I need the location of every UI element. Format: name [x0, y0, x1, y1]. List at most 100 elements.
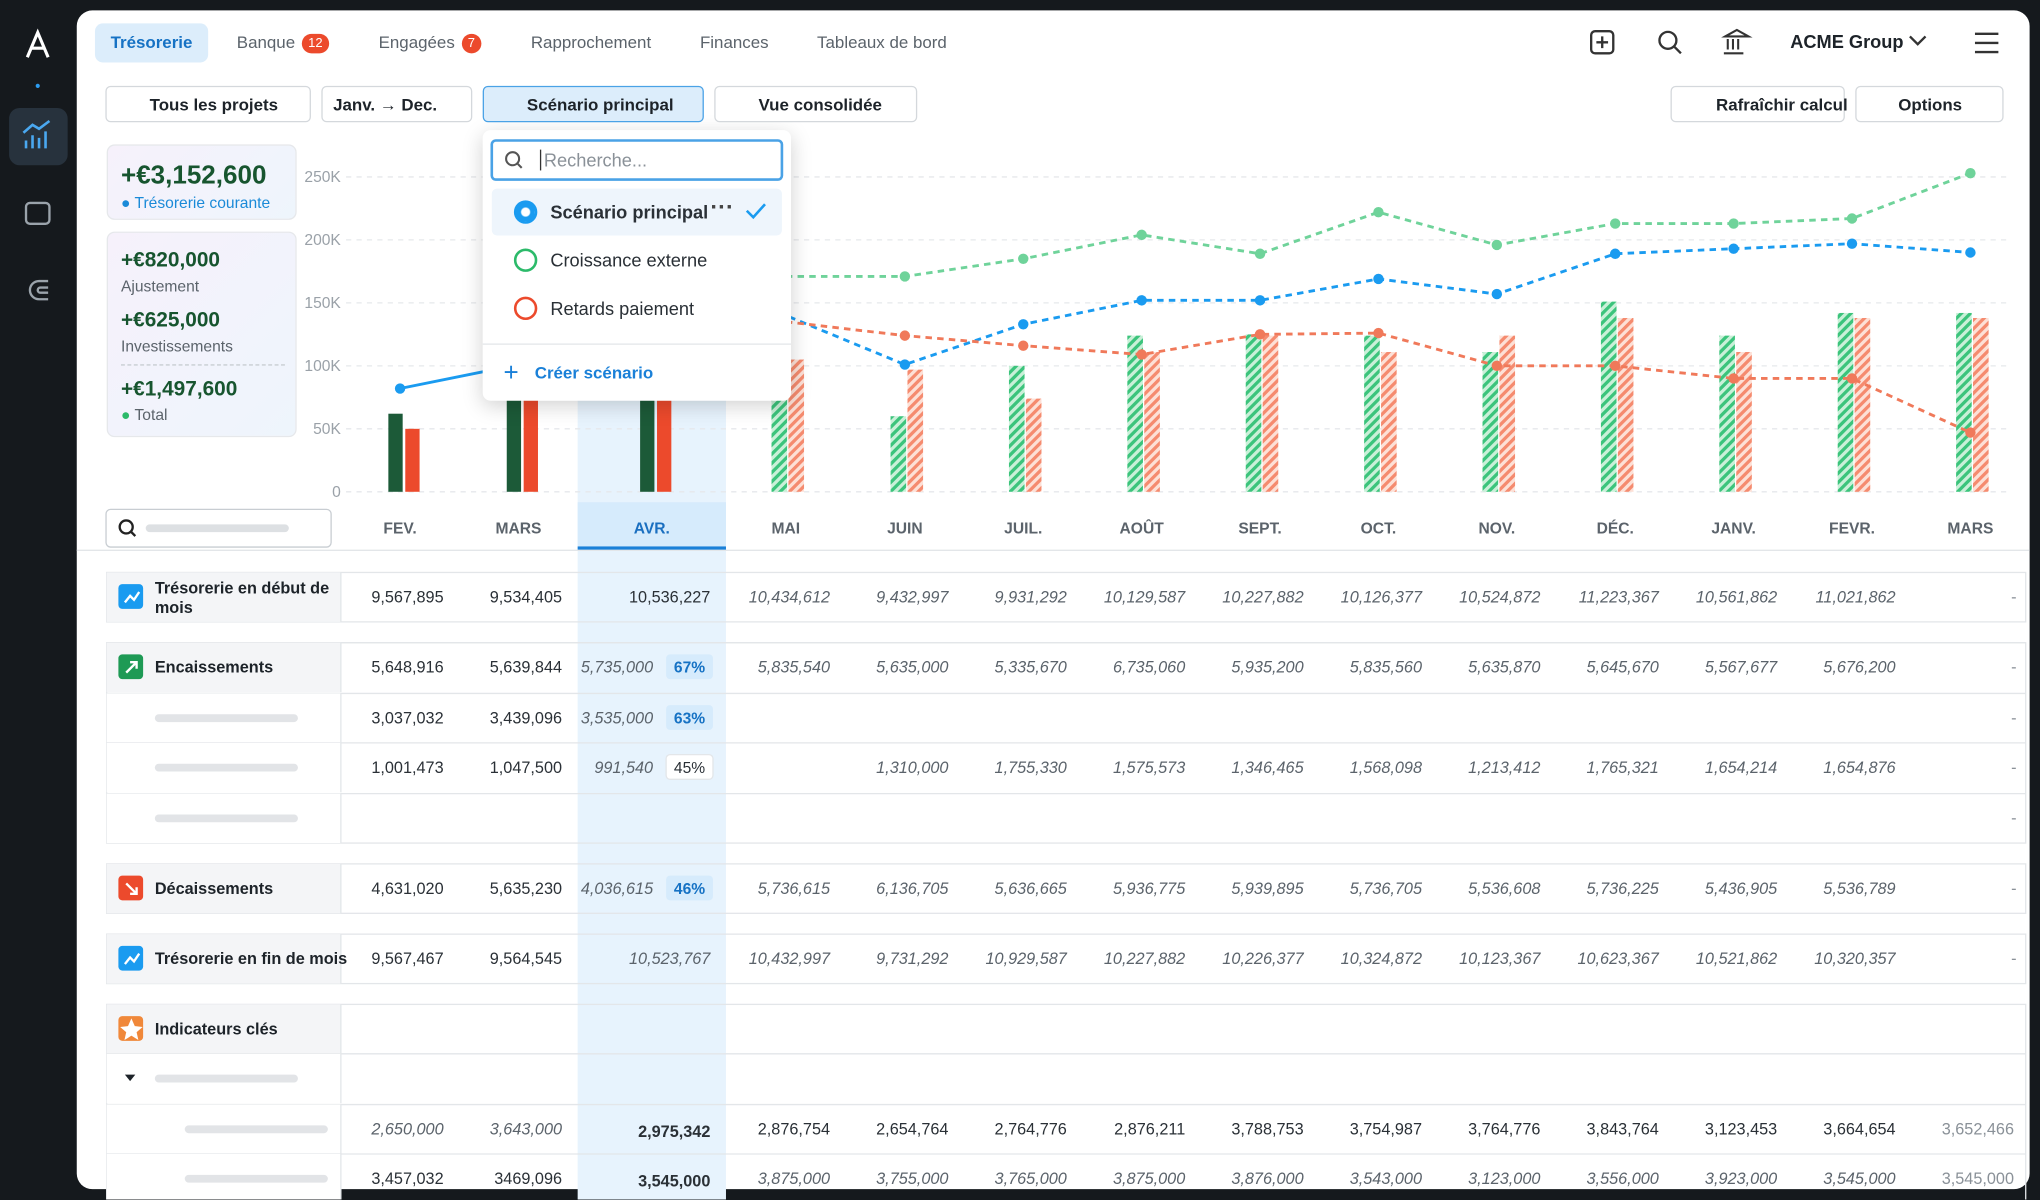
bar: [1262, 335, 1279, 492]
item-selected[interactable]: Scénario principal ···: [491, 188, 782, 236]
bar: [640, 372, 655, 492]
item[interactable]: Retards paiement: [483, 285, 791, 332]
cell-value: 10,536,227: [629, 588, 710, 606]
point: [1728, 243, 1739, 254]
cell-value: 3,923,000: [1705, 1170, 1777, 1188]
tab-label: Banque: [236, 32, 296, 53]
point: [1610, 248, 1621, 259]
logo[interactable]: [25, 28, 50, 58]
card-breakdown: +€820,000 Ajustement +€625,000 Investiss…: [106, 231, 297, 438]
month-label: DÉC.: [1597, 518, 1634, 537]
cell-value: 4,036,615: [581, 880, 654, 898]
tab[interactable]: Trésorerie: [94, 23, 209, 63]
line: [785, 171, 1971, 278]
filter-label: Vue consolidée: [758, 94, 882, 115]
cell-value: 5,635,870: [1468, 659, 1540, 677]
tab[interactable]: Rapprochement: [515, 23, 667, 62]
row-icon-glyph: [123, 953, 141, 965]
tab[interactable]: Engagées 7: [363, 23, 497, 62]
point: [899, 271, 911, 282]
cell-value: 1,654,876: [1823, 759, 1896, 777]
search-icon[interactable]: [1658, 30, 1678, 50]
cell-value: 3,664,654: [1823, 1120, 1895, 1138]
cell-value: 3,755,000: [876, 1170, 948, 1188]
amount: +€625,000: [120, 309, 220, 332]
point: [899, 330, 911, 341]
more[interactable]: ···: [710, 193, 734, 220]
cell-value: 3,123,000: [1468, 1170, 1540, 1188]
filter[interactable]: Janv. → Dec.: [321, 85, 473, 123]
action[interactable]: Rafraîchir calcul: [1670, 85, 1848, 123]
filter[interactable]: Vue consolidée: [714, 85, 918, 123]
collapse-arrow[interactable]: [124, 1074, 136, 1082]
bar: [1144, 351, 1160, 492]
bar: [1245, 334, 1262, 492]
wallet-icon[interactable]: [24, 201, 51, 225]
month-label: MAI: [772, 520, 801, 537]
create[interactable]: + Créer scénario: [483, 350, 791, 397]
label: ● Trésorerie courante: [120, 193, 271, 213]
label-cell: [106, 934, 341, 984]
bank-icon[interactable]: [1721, 28, 1753, 55]
tab[interactable]: Finances: [684, 23, 784, 62]
month-label: JUIN: [887, 520, 923, 537]
cell-value: -: [2011, 759, 2016, 777]
bar: [1837, 312, 1854, 492]
cell-value: 3,535,000: [581, 709, 653, 727]
placeholder: Recherche...: [539, 149, 647, 171]
cell-value: 9,432,997: [876, 588, 949, 606]
filter-label: Tous les projets: [149, 94, 279, 115]
cell-value: 5,648,916: [371, 659, 443, 677]
tab[interactable]: Banque 12: [221, 23, 345, 62]
point: [1018, 253, 1029, 265]
point: [1846, 373, 1858, 384]
point: [1254, 329, 1266, 340]
cell-value: -: [2011, 709, 2016, 727]
cell-value: 2,654,764: [876, 1120, 948, 1138]
action-label: Options: [1898, 94, 1963, 115]
cell-value: 5,536,789: [1823, 880, 1895, 898]
create-label: Créer scénario: [534, 362, 654, 383]
filter[interactable]: Scénario principal: [482, 85, 704, 123]
table-search[interactable]: [105, 508, 332, 548]
cell-value: 10,521,862: [1696, 950, 1777, 968]
divider: [482, 343, 792, 345]
org-name[interactable]: ACME Group: [1790, 31, 1904, 53]
add-icon[interactable]: [1589, 30, 1615, 55]
pct-badge: [666, 654, 713, 680]
cell-value: 10,623,367: [1577, 950, 1659, 968]
cell-value: 10,432,997: [749, 950, 831, 968]
cell-value: 5,736,705: [1350, 880, 1423, 898]
tab[interactable]: Tableaux de bord: [801, 23, 962, 62]
bar: [1956, 312, 1972, 492]
filter[interactable]: Tous les projets: [105, 85, 311, 123]
bar: [1719, 335, 1735, 492]
month-label: MARS: [495, 520, 541, 537]
cell-value: 3,843,764: [1587, 1120, 1659, 1138]
menu-icon[interactable]: [1974, 32, 1999, 54]
cell-value: 11,021,862: [1815, 588, 1895, 606]
placeholder-bar: [154, 1074, 298, 1083]
cell-value: 5,835,560: [1350, 659, 1422, 677]
search-input[interactable]: Recherche...: [490, 139, 784, 181]
nav-active[interactable]: [9, 107, 68, 166]
cell-value: 4,631,020: [371, 880, 443, 898]
cell-value: 5,676,200: [1823, 659, 1895, 677]
row-label: Trésorerie en début de mois: [155, 579, 329, 617]
cell-value: 9,564,545: [490, 950, 562, 968]
item-label: Retards paiement: [550, 297, 695, 319]
item[interactable]: Croissance externe: [483, 237, 791, 284]
row-label: Indicateurs clés: [155, 1020, 278, 1038]
row-icon-glyph: [123, 591, 141, 604]
cell-value: 1,765,321: [1587, 759, 1659, 777]
cell-value: -: [2011, 810, 2016, 828]
row-icon-glyph: [125, 882, 138, 895]
cell-value: 5,536,608: [1468, 880, 1540, 898]
bar: [1008, 365, 1025, 492]
magnet-icon[interactable]: [28, 279, 49, 301]
action[interactable]: Options: [1855, 85, 2004, 123]
line: [785, 320, 1972, 434]
line: [651, 242, 1971, 367]
org-chevron[interactable]: [1909, 35, 1927, 46]
